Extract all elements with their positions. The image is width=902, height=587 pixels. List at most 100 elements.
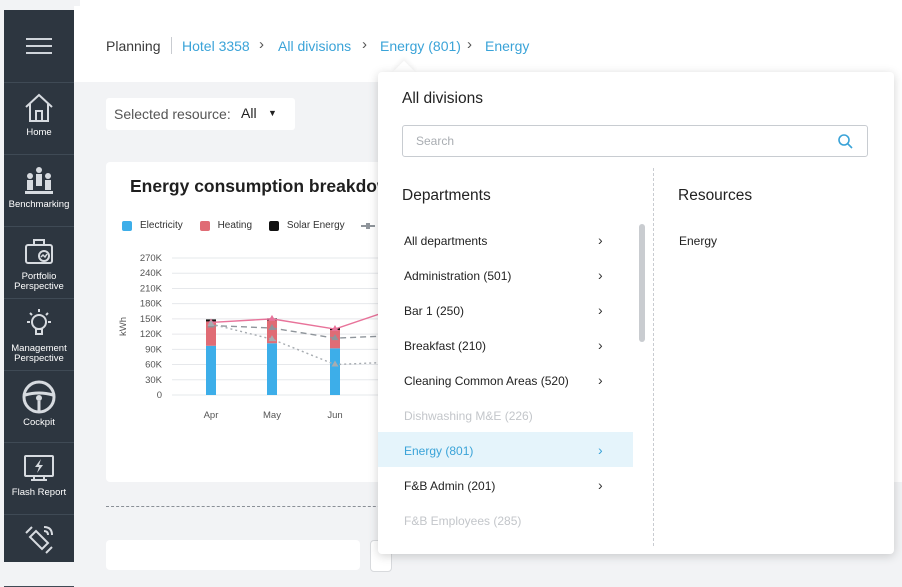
resource-item[interactable]: Energy bbox=[679, 234, 718, 248]
breadcrumb-planning[interactable]: Planning bbox=[106, 38, 161, 54]
hamburger-menu-icon[interactable] bbox=[4, 10, 74, 83]
y-axis-label: kWh bbox=[118, 317, 129, 336]
chevron-right-icon: › bbox=[467, 36, 472, 53]
y-tick-label: 240K bbox=[140, 268, 163, 279]
department-item-disabled: Dishwashing M&E (226) bbox=[378, 397, 633, 432]
department-item[interactable]: Cleaning Common Areas (520) › bbox=[378, 362, 633, 397]
sidebar-item-satellite[interactable] bbox=[4, 515, 74, 587]
departments-header: Departments bbox=[402, 187, 491, 204]
search-field[interactable] bbox=[402, 125, 868, 157]
department-label: Bar 1 (250) bbox=[404, 304, 465, 318]
breadcrumb-resource[interactable]: Energy bbox=[485, 38, 530, 54]
sidebar-item-portfolio[interactable]: Portfolio Perspective bbox=[4, 227, 74, 299]
x-tick-label: May bbox=[263, 410, 281, 421]
search-icon[interactable] bbox=[837, 133, 853, 149]
series-line bbox=[210, 323, 396, 366]
legend-item-heating[interactable]: Heating bbox=[199, 220, 253, 231]
bar-segment bbox=[267, 320, 277, 344]
bar-segment bbox=[206, 345, 216, 395]
breadcrumb-divider bbox=[171, 37, 172, 54]
breadcrumb-hotel[interactable]: Hotel 3358 bbox=[182, 38, 250, 54]
chevron-right-icon: › bbox=[259, 36, 264, 53]
department-item[interactable]: Administration (501) › bbox=[378, 257, 633, 292]
legend-swatch bbox=[268, 220, 279, 231]
series-line bbox=[210, 308, 396, 330]
y-tick-label: 180K bbox=[140, 299, 163, 310]
divisions-dropdown: All divisions Departments Resources All … bbox=[378, 72, 894, 554]
sidebar-item-benchmarking[interactable]: Benchmarking bbox=[4, 155, 74, 227]
departments-list: All departments › Administration (501) › B… bbox=[378, 222, 633, 537]
dropdown-title: All divisions bbox=[402, 90, 483, 107]
search-input[interactable] bbox=[414, 133, 818, 149]
portfolio-icon bbox=[25, 239, 53, 264]
breadcrumb-department[interactable]: Energy (801) bbox=[380, 38, 461, 54]
home-icon bbox=[25, 93, 53, 122]
line-marker bbox=[331, 325, 339, 332]
lightbulb-icon bbox=[27, 309, 51, 335]
chevron-right-icon: › bbox=[598, 337, 603, 353]
y-tick-label: 60K bbox=[145, 360, 163, 371]
series-line bbox=[210, 324, 396, 339]
chevron-right-icon: › bbox=[362, 36, 367, 53]
legend-label: Electricity bbox=[140, 220, 183, 231]
y-tick-label: 210K bbox=[140, 283, 163, 294]
line-marker bbox=[268, 335, 276, 342]
department-item[interactable]: Bar 1 (250) › bbox=[378, 292, 633, 327]
line-marker bbox=[331, 334, 339, 341]
legend-item-electricity[interactable]: Electricity bbox=[122, 220, 183, 231]
breadcrumb-divisions[interactable]: All divisions bbox=[278, 38, 352, 54]
line-marker bbox=[331, 360, 339, 367]
resource-selector[interactable]: Selected resource: All ▼ bbox=[106, 98, 295, 130]
legend-item-line[interactable] bbox=[361, 221, 376, 231]
x-tick-label: Apr bbox=[204, 410, 219, 421]
department-label: Energy (801) bbox=[404, 444, 474, 458]
sidebar-item-flash-report[interactable]: Flash Report bbox=[4, 443, 74, 515]
line-marker bbox=[268, 324, 276, 331]
chevron-right-icon: › bbox=[598, 232, 603, 248]
sidebar-item-label: Cockpit bbox=[23, 417, 55, 428]
department-item[interactable]: F&B Admin (201) › bbox=[378, 467, 633, 502]
legend-label: Heating bbox=[217, 220, 253, 231]
caret-down-icon: ▼ bbox=[268, 108, 277, 118]
chart-legend: Electricity Heating Solar Energy bbox=[122, 220, 389, 234]
department-label: Cleaning Common Areas (520) bbox=[404, 374, 569, 388]
department-label: Breakfast (210) bbox=[404, 339, 487, 353]
departments-scrollbar[interactable] bbox=[639, 224, 645, 342]
sidebar: Home Benchmarking Portfolio Perspective … bbox=[4, 10, 74, 587]
department-item[interactable]: All departments › bbox=[378, 222, 633, 257]
legend-line-swatch bbox=[361, 222, 376, 229]
department-item[interactable]: Breakfast (210) › bbox=[378, 327, 633, 362]
energy-chart: 270K 240K 210K 180K 150K 120K 90K 60K 30K 0 kWh Apr… bbox=[118, 253, 396, 421]
column-divider bbox=[653, 168, 654, 546]
y-tick-label: 120K bbox=[140, 329, 163, 340]
chevron-right-icon: › bbox=[598, 267, 603, 283]
section-divider bbox=[106, 506, 396, 507]
resource-selector-label: Selected resource: bbox=[114, 106, 231, 122]
sidebar-item-cockpit[interactable]: Cockpit bbox=[4, 371, 74, 443]
chevron-right-icon: › bbox=[598, 302, 603, 318]
department-label: Administration (501) bbox=[404, 269, 512, 283]
department-label: All departments bbox=[404, 234, 488, 248]
sidebar-item-label: Portfolio Perspective bbox=[14, 271, 64, 292]
benchmarking-icon bbox=[25, 167, 53, 194]
department-label: F&B Admin (201) bbox=[404, 479, 496, 493]
chevron-right-icon: › bbox=[598, 372, 603, 388]
sidebar-item-label: Benchmarking bbox=[8, 199, 70, 210]
bottom-card bbox=[106, 540, 360, 570]
chevron-right-icon: › bbox=[598, 442, 603, 458]
legend-item-solar[interactable]: Solar Energy bbox=[268, 220, 345, 231]
legend-label: Solar Energy bbox=[286, 220, 345, 231]
bar-segment bbox=[330, 348, 340, 395]
y-tick-label: 270K bbox=[140, 253, 163, 264]
chart-card: Energy consumption breakdow Electricity … bbox=[106, 162, 396, 482]
line-marker bbox=[268, 314, 276, 321]
chevron-right-icon: › bbox=[598, 477, 603, 493]
y-tick-label: 90K bbox=[145, 344, 163, 355]
department-item-selected[interactable]: Energy (801) › bbox=[378, 432, 633, 467]
sidebar-item-management[interactable]: Management Perspective bbox=[4, 299, 74, 371]
sidebar-item-home[interactable]: Home bbox=[4, 83, 74, 155]
bar-segment bbox=[206, 321, 216, 346]
department-item-disabled: F&B Employees (285) bbox=[378, 502, 633, 537]
sidebar-item-label: Home bbox=[26, 127, 52, 138]
x-tick-label: Jun bbox=[327, 410, 342, 421]
